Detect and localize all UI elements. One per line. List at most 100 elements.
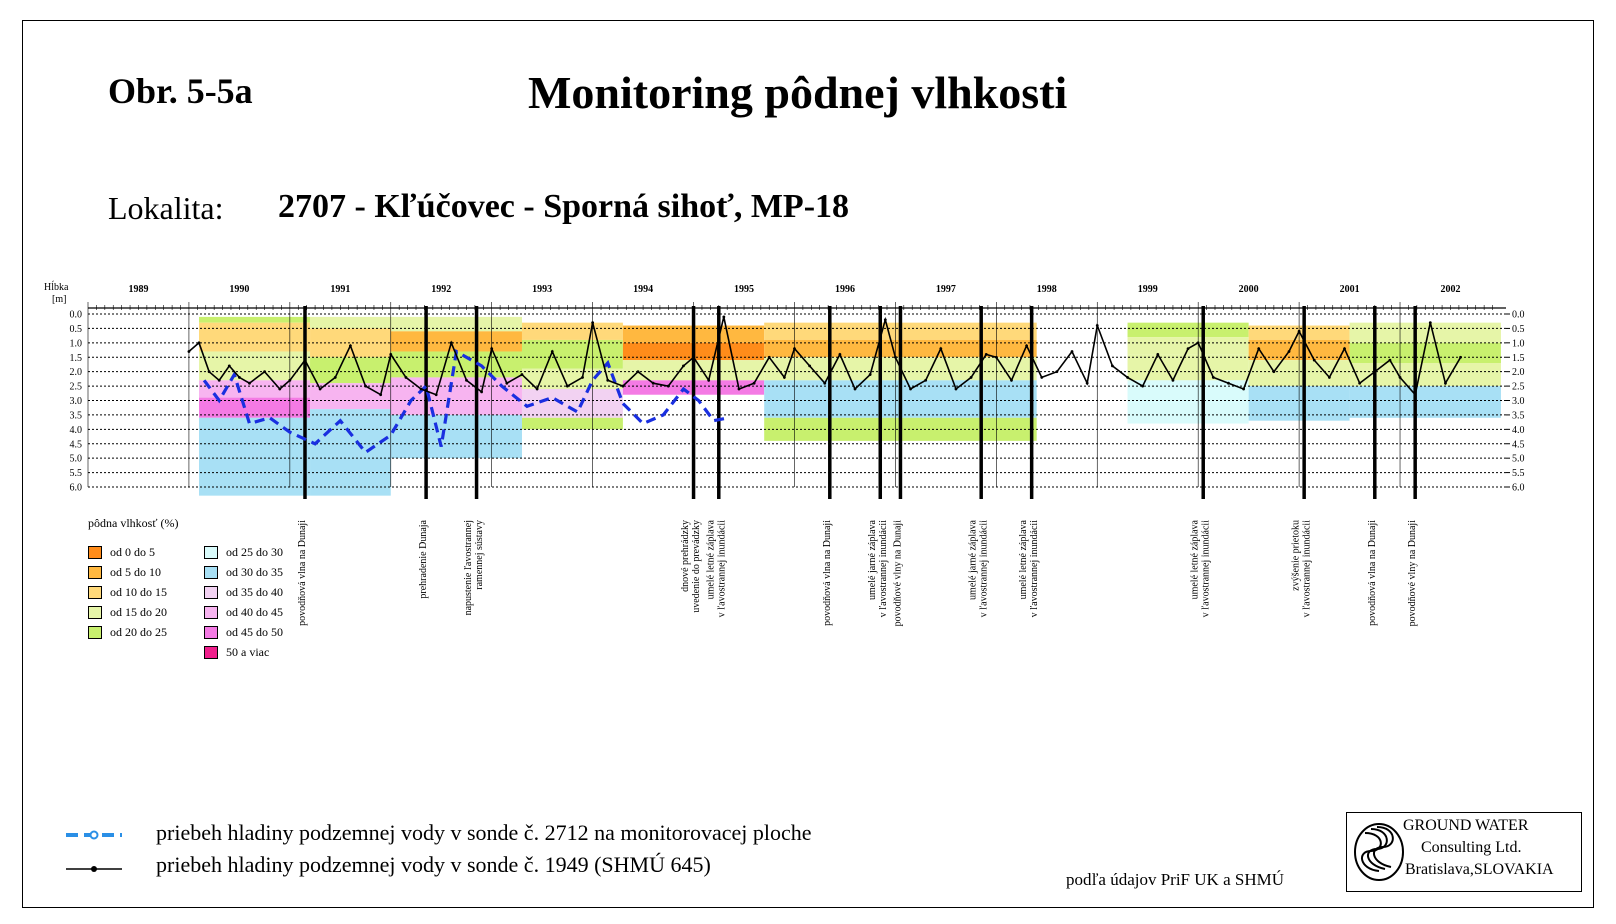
moisture-band <box>199 322 311 352</box>
moisture-legend-title: pôdna vlhkosť (%) <box>88 516 179 530</box>
event-label: umelé letné záplava <box>1018 519 1029 599</box>
series-point <box>1095 324 1099 327</box>
series-point <box>692 355 695 359</box>
series-point <box>550 350 554 353</box>
depth-ticks: 0.0 0.0 0.5 0.5 1.0 1.0 1.5 1.5 2.0 2.0 2.5 2.5 3.0 3… <box>70 310 1525 494</box>
year-label: 1991 <box>330 284 350 295</box>
series-point <box>263 370 267 374</box>
depth-tick-label-right: 4.0 <box>1512 425 1525 436</box>
series-point <box>1358 381 1362 385</box>
year-label: 1999 <box>1138 284 1158 295</box>
series-point <box>666 384 670 388</box>
depth-tick-label-left: 6.0 <box>70 483 83 494</box>
event-label: v ľavostrannej inundácii <box>1029 520 1040 618</box>
year-label: 2001 <box>1340 284 1360 295</box>
series-point <box>535 387 539 391</box>
series-point <box>389 352 393 356</box>
series-point <box>994 355 998 359</box>
moisture-band <box>1349 322 1501 343</box>
series-point <box>1373 370 1377 374</box>
series-point <box>883 318 887 322</box>
moisture-band <box>390 377 522 415</box>
moisture-bands <box>199 316 1501 496</box>
event-label: dnové prehrádzky <box>680 520 691 592</box>
moisture-band <box>390 316 522 332</box>
event-label: umelé letné záplava <box>1190 519 1201 599</box>
moisture-legend-label: od 35 do 40 <box>226 584 283 599</box>
legend-line-sonda-2712 <box>66 830 122 840</box>
event-label: v ľavostrannej inundácii <box>716 520 727 618</box>
moisture-band <box>1127 337 1249 355</box>
depth-tick-label-left: 4.5 <box>70 439 83 450</box>
series-point <box>288 378 292 382</box>
figure-frame <box>22 20 1594 908</box>
moisture-legend-label: od 45 do 50 <box>226 624 283 639</box>
depth-tick-label-right: 0.0 <box>1512 310 1525 321</box>
series-point <box>924 378 928 382</box>
wave-logo-icon <box>1354 823 1404 881</box>
source-note: podľa údajov PriF UK a SHMÚ <box>1066 870 1284 889</box>
series-point <box>1040 376 1044 379</box>
series-point <box>1110 364 1114 368</box>
year-label: 2000 <box>1239 284 1259 295</box>
y-axis-unit: [m] <box>52 294 66 305</box>
moisture-legend-swatch <box>88 545 102 559</box>
series-point <box>1126 376 1129 379</box>
event-label: povodňové vlny na Dunaji <box>1407 520 1418 627</box>
legend-text-sonda-1949: priebeh hladiny podzemnej vody v sonde č… <box>156 852 711 877</box>
moisture-band <box>199 351 311 381</box>
series-point <box>767 355 771 359</box>
depth-tick-label-left: 2.0 <box>70 367 83 378</box>
legend-text-sonda-2712: priebeh hladiny podzemnej vody v sonde č… <box>156 820 812 845</box>
moisture-band <box>310 357 391 384</box>
series-point <box>1444 381 1447 385</box>
chart-title: Monitoring pôdnej vlhkosti <box>528 67 1068 118</box>
series-point <box>707 378 711 382</box>
logo-line-1: GROUND WATER <box>1403 817 1529 834</box>
series-point <box>1327 376 1331 379</box>
event-label: umelé letné záplava <box>705 519 716 599</box>
series-point <box>591 321 595 325</box>
depth-tick-label-right: 3.5 <box>1512 410 1525 421</box>
moisture-legend-item: od 5 do 10 <box>88 564 161 580</box>
depth-tick-label-right: 1.5 <box>1512 353 1525 364</box>
depth-tick-label-left: 5.5 <box>70 468 83 479</box>
groundwater-series <box>187 315 1462 455</box>
moisture-legend-item: od 15 do 20 <box>88 604 167 620</box>
series-point <box>1388 358 1392 362</box>
legend-line-sonda-1949 <box>66 866 122 872</box>
event-label: povodňová vlna na Dunaji <box>822 520 833 626</box>
series-point <box>894 355 897 359</box>
moisture-band <box>310 383 391 410</box>
depth-tick-label-left: 0.0 <box>70 310 83 321</box>
moisture-legend-item: od 35 do 40 <box>204 584 283 600</box>
series-sonda-2712 <box>202 348 730 455</box>
depth-tick-label-left: 3.5 <box>70 410 83 421</box>
event-label: ramennej sústavy <box>474 520 485 590</box>
series-point <box>782 376 786 379</box>
depth-tick-label-left: 1.5 <box>70 353 83 364</box>
moisture-band <box>1127 380 1249 424</box>
moisture-legend-item: od 40 do 45 <box>204 604 283 620</box>
series-point <box>969 376 973 379</box>
moisture-legend-swatch <box>88 625 102 639</box>
depth-tick-label-left: 3.0 <box>70 396 83 407</box>
moisture-band <box>1349 386 1501 418</box>
moisture-band <box>1127 322 1249 338</box>
series-point <box>1010 378 1013 382</box>
series-point <box>1196 341 1200 345</box>
moisture-band <box>1349 363 1501 387</box>
depth-tick-label-right: 1.0 <box>1512 338 1525 349</box>
moisture-legend-item: od 25 do 30 <box>204 544 283 560</box>
series-point <box>303 358 307 362</box>
moisture-legend-swatch <box>88 605 102 619</box>
moisture-band <box>199 380 311 398</box>
moisture-legend-item: od 30 do 35 <box>204 564 283 580</box>
series-point <box>909 387 912 391</box>
depth-tick-label-left: 2.5 <box>70 382 83 393</box>
series-point <box>227 364 231 368</box>
series-point <box>1287 350 1291 353</box>
moisture-band <box>390 414 522 459</box>
series-point <box>404 376 408 379</box>
